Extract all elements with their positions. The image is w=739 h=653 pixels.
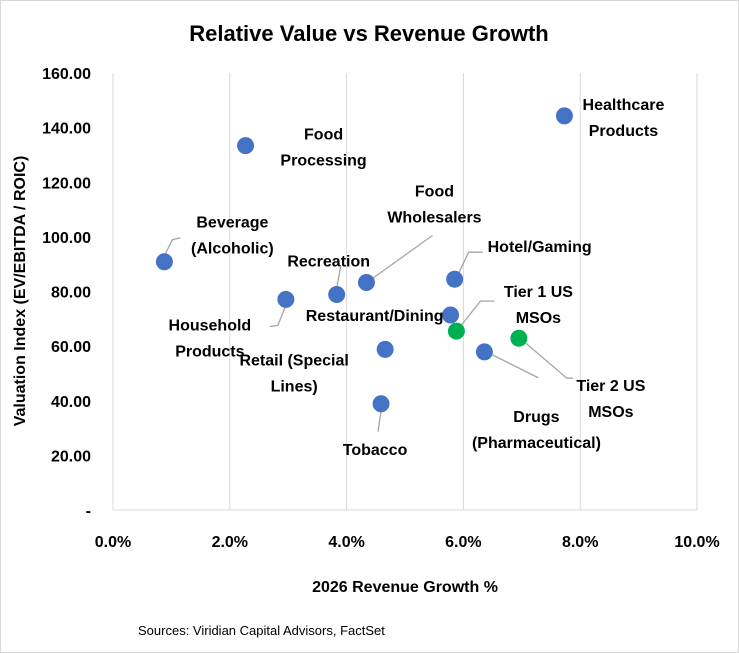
x-axis-title: 2026 Revenue Growth % bbox=[312, 579, 498, 596]
y-tick-label: 40.00 bbox=[51, 394, 91, 411]
data-label: Hotel/Gaming bbox=[488, 239, 592, 256]
data-point bbox=[328, 286, 346, 304]
data-point bbox=[372, 395, 390, 413]
data-label: Restaurant/Dining bbox=[306, 308, 444, 325]
data-point bbox=[376, 340, 394, 358]
data-label: Tier 1 US MSOs bbox=[504, 284, 573, 327]
leader-line bbox=[492, 354, 539, 379]
leader-line bbox=[163, 237, 181, 257]
data-point bbox=[510, 329, 528, 347]
y-tick-label: - bbox=[86, 503, 91, 520]
data-label: Recreation bbox=[287, 254, 370, 271]
leader-line bbox=[269, 305, 287, 328]
x-tick-label: 2.0% bbox=[212, 534, 248, 551]
data-label: Drugs (Pharmaceutical) bbox=[472, 409, 601, 452]
y-axis-title: Valuation Index (EV/EBITDA / ROIC) bbox=[12, 156, 29, 427]
y-tick-label: 20.00 bbox=[51, 448, 91, 465]
x-tick-label: 0.0% bbox=[95, 534, 131, 551]
y-tick-label: 100.00 bbox=[42, 230, 91, 247]
y-tick-label: 60.00 bbox=[51, 339, 91, 356]
data-label: Household Products bbox=[169, 317, 252, 360]
leader-line bbox=[377, 410, 382, 432]
data-label: Beverage (Alcoholic) bbox=[191, 215, 274, 258]
data-label: Healthcare Products bbox=[583, 97, 665, 140]
y-tick-label: 80.00 bbox=[51, 285, 91, 302]
x-tick-label: 8.0% bbox=[562, 534, 598, 551]
y-tick-label: 160.00 bbox=[42, 66, 91, 83]
data-label: Food Wholesalers bbox=[387, 183, 481, 226]
data-point bbox=[155, 253, 173, 271]
data-point bbox=[446, 270, 464, 288]
source-note: Sources: Viridian Capital Advisors, Fact… bbox=[138, 623, 385, 638]
y-tick-label: 140.00 bbox=[42, 121, 91, 138]
data-point bbox=[237, 137, 255, 155]
data-point bbox=[475, 343, 493, 361]
data-label: Retail (Special Lines) bbox=[239, 352, 348, 395]
data-point bbox=[555, 107, 573, 125]
data-label: Tier 2 US MSOs bbox=[576, 378, 645, 421]
data-label: Food Processing bbox=[280, 127, 366, 170]
leader-line bbox=[525, 342, 573, 379]
data-point bbox=[442, 306, 460, 324]
chart-title: Relative Value vs Revenue Growth bbox=[189, 21, 548, 46]
data-label: Tobacco bbox=[343, 442, 408, 459]
data-point bbox=[447, 322, 465, 340]
data-point bbox=[277, 290, 295, 308]
y-tick-label: 120.00 bbox=[42, 175, 91, 192]
leader-line bbox=[458, 251, 483, 274]
x-tick-label: 4.0% bbox=[328, 534, 364, 551]
data-point bbox=[357, 273, 375, 291]
leader-line bbox=[336, 266, 342, 289]
x-tick-label: 6.0% bbox=[445, 534, 481, 551]
x-tick-label: 10.0% bbox=[674, 534, 719, 551]
leader-line bbox=[460, 300, 495, 326]
leader-line bbox=[372, 234, 433, 280]
